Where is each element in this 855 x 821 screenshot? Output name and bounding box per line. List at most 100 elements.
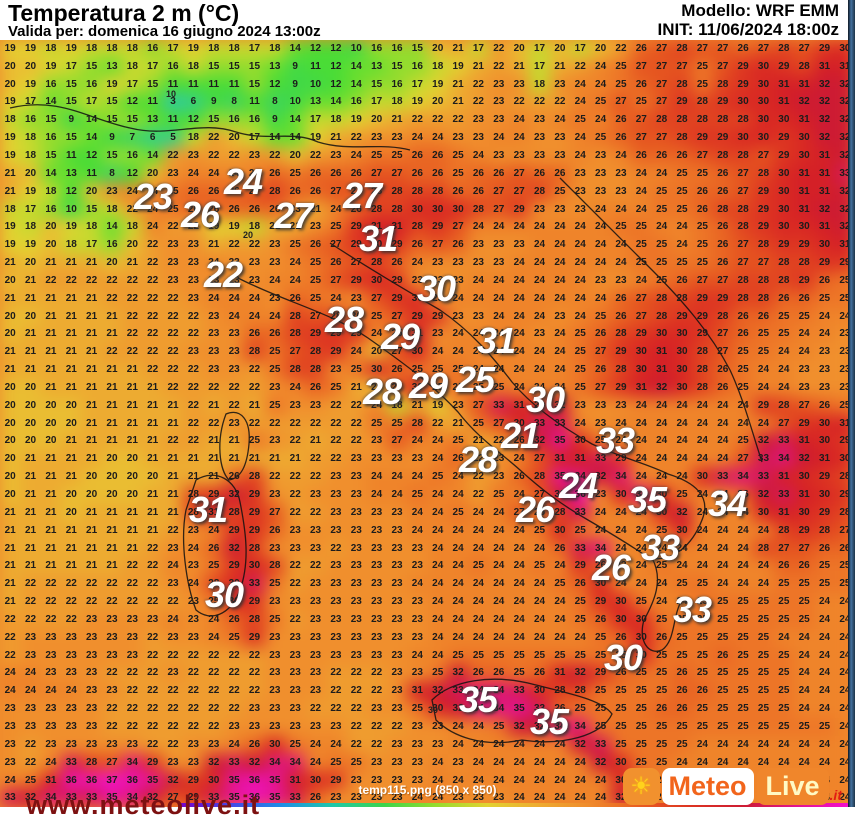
temp-value-cell: 29 — [228, 524, 240, 536]
temp-color-cell — [285, 164, 306, 183]
temp-value-cell: 25 — [696, 167, 708, 179]
temp-value-cell: 22 — [4, 631, 16, 643]
temp-color-cell — [223, 664, 245, 683]
temp-value-cell: 24 — [208, 524, 220, 536]
temp-value-cell: 30 — [432, 703, 444, 715]
temp-value-cell: 29 — [778, 132, 790, 144]
temp-color-cell — [427, 468, 448, 487]
temp-color-cell — [61, 682, 82, 701]
temp-value-cell: 19 — [452, 60, 464, 72]
temp-value-cell: 9 — [292, 60, 298, 72]
temp-value-cell: 24 — [472, 613, 484, 625]
temp-color-cell — [244, 396, 265, 415]
temp-color-cell — [732, 111, 754, 130]
temp-value-cell: 27 — [533, 489, 546, 501]
temp-value-cell: 21 — [106, 310, 118, 322]
temp-value-cell: 12 — [330, 60, 342, 72]
temp-color-cell — [732, 700, 754, 719]
temp-value-cell: 24 — [595, 792, 607, 804]
temp-color-cell — [814, 164, 835, 183]
temp-color-cell — [142, 254, 163, 272]
temp-value-cell: 23 — [554, 132, 566, 144]
temp-color-cell — [427, 664, 448, 683]
temp-value-cell: 6 — [190, 96, 197, 108]
temp-color-cell — [203, 575, 224, 594]
temp-value-cell: 21 — [65, 364, 77, 376]
temp-color-cell — [671, 700, 693, 719]
temp-color-cell — [488, 218, 509, 237]
temp-color-cell — [285, 289, 306, 308]
temp-color-cell — [20, 40, 41, 58]
temp-value-cell: 23 — [310, 667, 322, 679]
temp-color-cell — [427, 361, 448, 380]
temp-value-cell: 17 — [533, 42, 546, 54]
temp-value-cell: 28 — [778, 42, 790, 54]
temp-value-cell: 19 — [45, 60, 57, 72]
temp-value-cell: 35 — [228, 792, 240, 804]
temp-value-cell: 27 — [717, 42, 729, 54]
temp-color-cell — [447, 700, 469, 719]
temp-color-cell — [366, 414, 387, 433]
temp-color-cell — [407, 486, 428, 504]
temp-value-cell: 23 — [472, 114, 484, 126]
temp-color-cell — [427, 75, 448, 94]
temp-color-cell — [732, 611, 754, 629]
temp-color-cell — [346, 57, 367, 76]
temp-color-cell — [122, 771, 143, 790]
temp-color-cell — [162, 450, 184, 469]
temp-color-cell — [753, 432, 774, 451]
temp-color-cell — [468, 57, 489, 76]
temp-color-cell — [570, 593, 591, 611]
temp-value-cell: 32 — [228, 489, 240, 501]
temp-value-cell: 29 — [574, 560, 586, 572]
temp-color-cell — [773, 628, 795, 647]
temp-color-cell — [346, 753, 367, 772]
temp-color-cell — [162, 75, 184, 94]
temp-value-cell: 22 — [269, 471, 281, 483]
temp-color-cell — [590, 468, 611, 487]
temp-value-cell: 25 — [269, 346, 281, 358]
temp-value-cell: 24 — [595, 203, 607, 215]
temp-color-cell — [264, 182, 286, 201]
temp-value-cell: 34 — [45, 792, 57, 804]
temp-value-cell: 26 — [269, 524, 281, 536]
temp-value-cell: 24 — [432, 649, 444, 661]
temp-value-cell: 3 — [170, 96, 176, 108]
temp-value-cell: 23 — [798, 381, 810, 393]
temp-color-cell — [203, 646, 224, 665]
temp-color-cell — [407, 254, 428, 272]
temp-value-cell: 24 — [554, 381, 566, 393]
temp-color-cell — [20, 628, 41, 647]
temp-value-cell: 23 — [289, 703, 301, 715]
temp-value-cell: 35 — [269, 792, 281, 804]
temp-color-cell — [549, 486, 571, 504]
temp-color-cell — [81, 164, 102, 183]
temp-value-cell: 30 — [757, 506, 770, 518]
logo-meteo-text: Meteo — [661, 768, 754, 805]
temp-color-cell — [407, 789, 428, 807]
temp-color-cell — [529, 307, 550, 326]
temp-color-cell — [651, 57, 672, 76]
temp-color-cell — [712, 735, 733, 754]
temp-color-cell — [794, 521, 815, 540]
temp-color-cell — [671, 486, 693, 504]
temp-color-cell — [631, 289, 652, 308]
temp-color-cell — [671, 646, 693, 665]
temp-value-cell: 21 — [106, 399, 118, 411]
temp-value-cell: 24 — [452, 578, 464, 590]
temp-color-cell — [631, 682, 652, 701]
temp-value-cell: 29 — [533, 399, 546, 411]
meteolive-logo[interactable]: ☀ Meteo Live .it — [622, 768, 842, 805]
temp-color-cell — [794, 343, 815, 362]
temp-value-cell: 23 — [126, 631, 138, 643]
temp-value-cell: 25 — [696, 613, 708, 625]
temp-value-cell: 20 — [24, 60, 37, 72]
temp-color-cell — [162, 700, 184, 719]
temp-color-cell — [549, 343, 571, 362]
temp-value-cell: 28 — [656, 114, 668, 126]
temp-value-cell: 24 — [839, 720, 851, 732]
temp-color-cell — [183, 468, 204, 487]
temp-value-cell: 24 — [533, 364, 546, 376]
temp-value-cell: 16 — [106, 239, 118, 251]
temp-value-cell: 25 — [330, 756, 342, 768]
